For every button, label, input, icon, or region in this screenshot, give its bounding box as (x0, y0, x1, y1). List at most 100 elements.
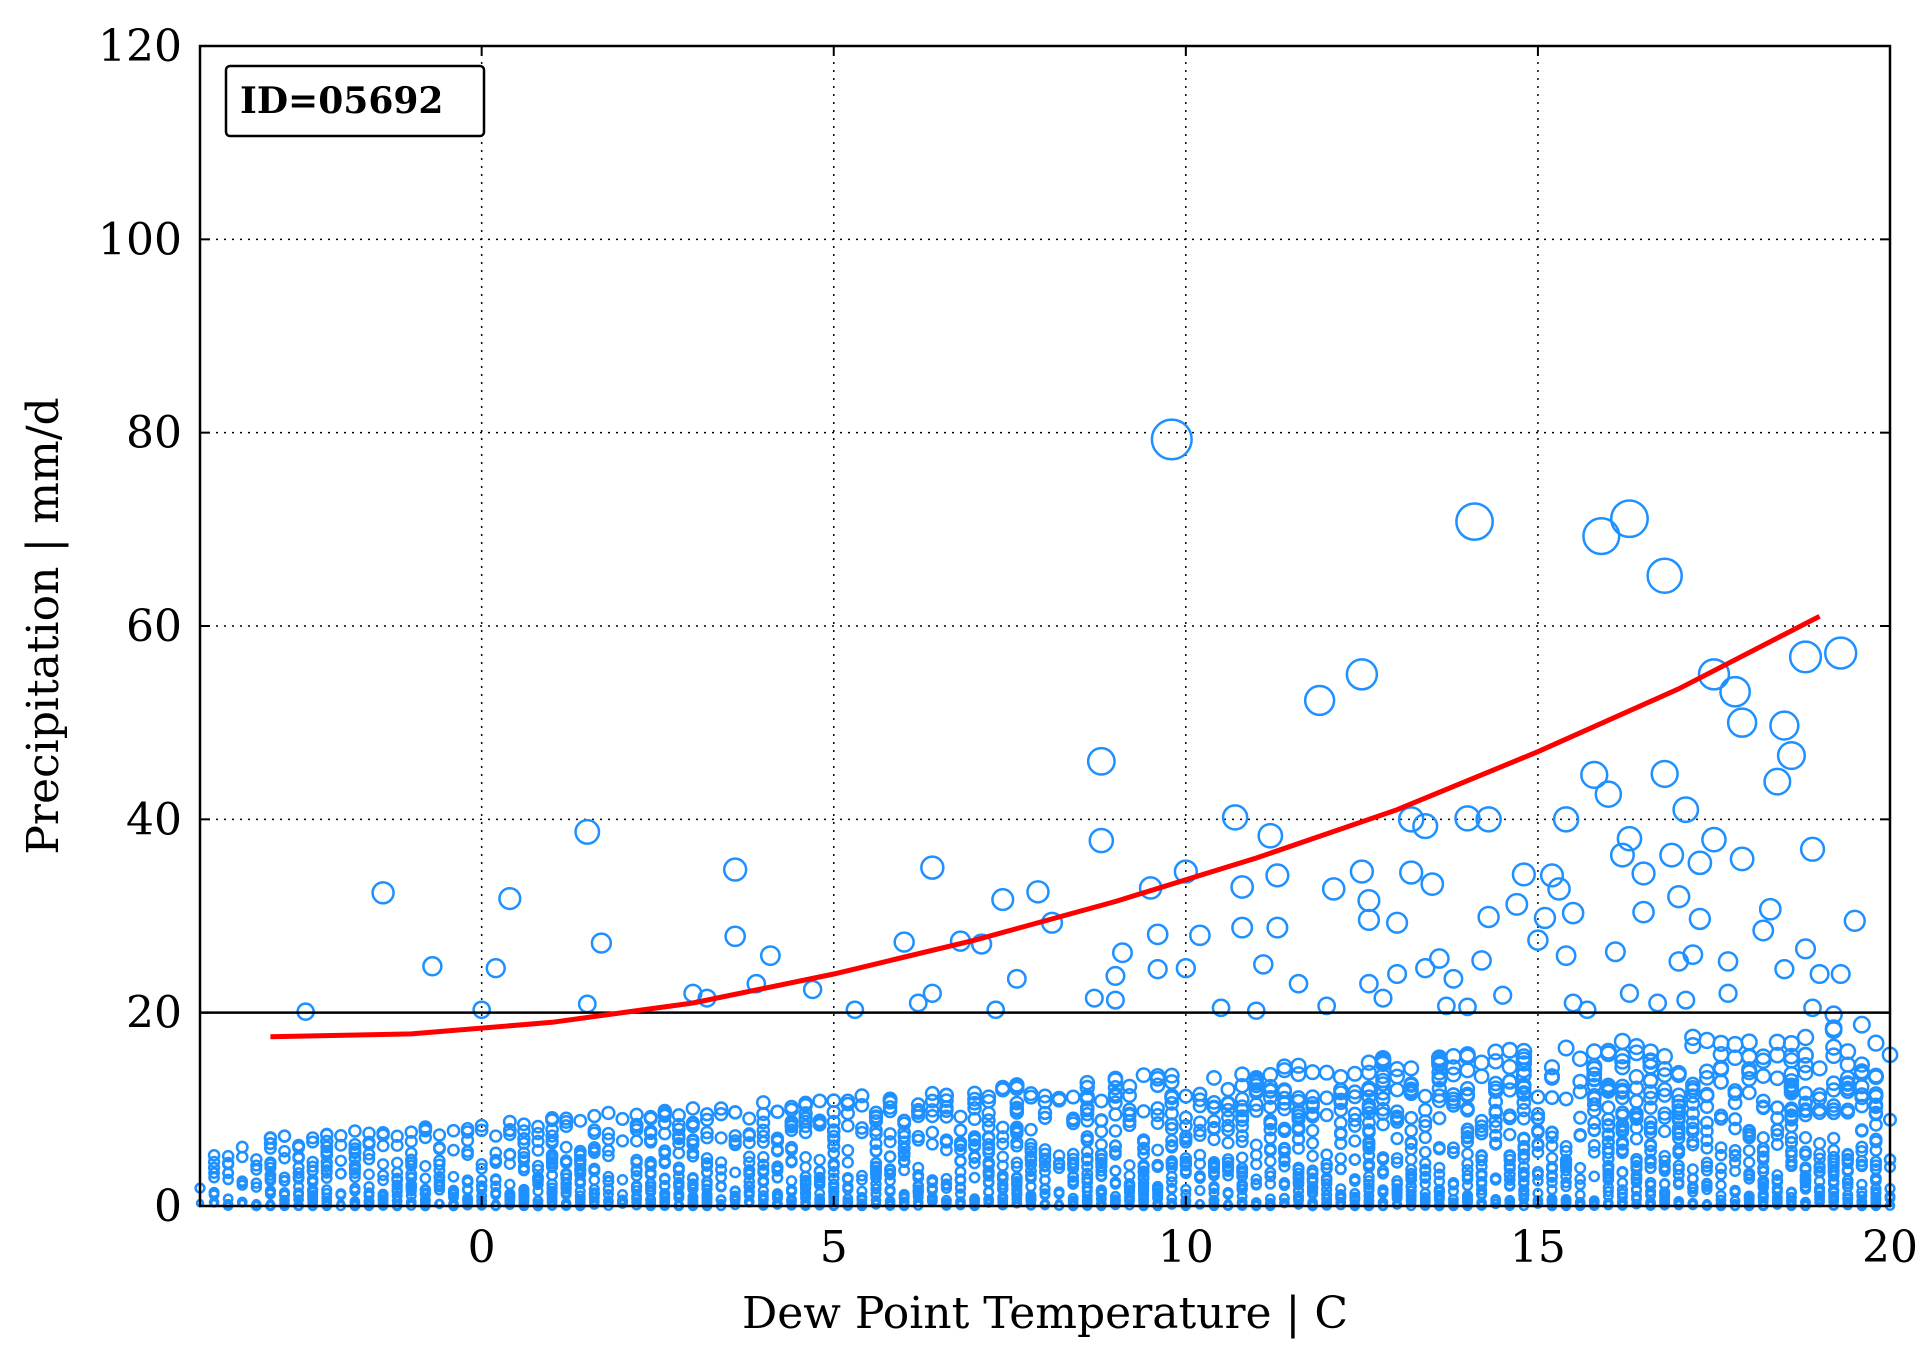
data-point (349, 1171, 361, 1184)
data-point (1348, 1153, 1362, 1166)
data-point (390, 1129, 404, 1143)
data-point (1065, 1089, 1081, 1105)
data-point (799, 1170, 812, 1183)
data-point (1391, 1187, 1403, 1199)
data-point (1672, 1163, 1685, 1176)
data-point (1867, 1068, 1884, 1085)
data-point (419, 1184, 431, 1196)
data-point (1347, 1106, 1362, 1121)
data-point (1644, 1153, 1657, 1166)
data-point (1517, 1160, 1530, 1174)
data-point (884, 1186, 896, 1198)
y-tick-label: 80 (126, 408, 182, 459)
data-point (615, 1111, 630, 1127)
data-point (1387, 963, 1408, 985)
data-point (1095, 1164, 1108, 1177)
data-point (1024, 1122, 1038, 1137)
data-point (1009, 1077, 1025, 1093)
data-point (771, 1171, 784, 1184)
data-point (207, 1155, 221, 1169)
data-point (1742, 1144, 1756, 1157)
data-point (1614, 1090, 1630, 1106)
data-point (1362, 1149, 1376, 1162)
data-point (966, 1085, 983, 1101)
data-point (531, 1126, 545, 1141)
data-point (757, 1158, 770, 1171)
data-point (1672, 796, 1700, 824)
data-point (447, 1170, 460, 1183)
data-point (1799, 1163, 1812, 1176)
data-point (982, 1159, 995, 1172)
data-point (771, 1164, 784, 1177)
data-point (432, 1128, 447, 1142)
data-point (1052, 1158, 1066, 1171)
data-point (1249, 1138, 1263, 1152)
data-point (208, 1186, 220, 1198)
data-point (1461, 1147, 1474, 1161)
data-point (1264, 1166, 1277, 1179)
data-point (1487, 1043, 1505, 1061)
data-point (377, 1174, 389, 1187)
data-point (883, 1150, 897, 1163)
data-point (728, 1134, 742, 1148)
data-point (953, 1109, 968, 1124)
data-point (1586, 1077, 1602, 1094)
data-point (911, 1133, 925, 1147)
data-point (671, 1122, 686, 1137)
data-point (472, 1000, 491, 1020)
data-point (1053, 1186, 1065, 1198)
data-point (1503, 1153, 1516, 1167)
data-point (784, 1102, 799, 1118)
data-point (671, 1108, 686, 1123)
data-point (405, 1159, 418, 1172)
data-point (363, 1181, 375, 1193)
data-point (1518, 1177, 1530, 1190)
data-point (757, 1151, 770, 1164)
data-point (1431, 1071, 1448, 1088)
data-point (1843, 909, 1866, 932)
data-point (1163, 1074, 1180, 1090)
data-point (1559, 1153, 1573, 1167)
y-axis-label: Precipitation | mm/d (18, 397, 69, 854)
data-point (1827, 1144, 1841, 1157)
data-point (940, 1178, 953, 1190)
data-point (1501, 1074, 1518, 1090)
data-point (1363, 1195, 1375, 1206)
data-point (1305, 1106, 1320, 1122)
data-point (1459, 1081, 1476, 1097)
data-point (798, 1125, 813, 1140)
data-point (1616, 1143, 1629, 1157)
data-point (1375, 1101, 1391, 1117)
data-point (306, 1131, 320, 1145)
data-point (1136, 1104, 1151, 1119)
data-point (743, 1167, 756, 1180)
data-point (1288, 973, 1309, 994)
data-point (1474, 1113, 1489, 1128)
data-point (1262, 1066, 1279, 1083)
data-point (1277, 1101, 1292, 1117)
data-point (1712, 1061, 1730, 1078)
data-point (996, 1137, 1010, 1151)
data-point (208, 1161, 221, 1174)
data-point (1758, 897, 1782, 921)
data-point (1147, 959, 1168, 980)
data-point (1604, 941, 1626, 963)
data-point (1363, 1170, 1375, 1183)
data-point (700, 1131, 714, 1145)
data-point (1221, 1156, 1235, 1169)
data-point (1602, 1185, 1614, 1198)
data-point (587, 1123, 602, 1137)
data-point (1009, 1095, 1025, 1111)
data-point (841, 1144, 855, 1157)
data-point (504, 1193, 516, 1204)
data-point (997, 1183, 1009, 1195)
data-point (1208, 1182, 1220, 1195)
data-point (1460, 1125, 1475, 1140)
data-point (1555, 945, 1577, 967)
data-point (1580, 760, 1609, 790)
data-point (348, 1142, 362, 1156)
data-point (615, 1134, 630, 1148)
data-point (278, 1175, 291, 1187)
data-point (953, 1135, 968, 1150)
data-point (573, 1113, 588, 1128)
